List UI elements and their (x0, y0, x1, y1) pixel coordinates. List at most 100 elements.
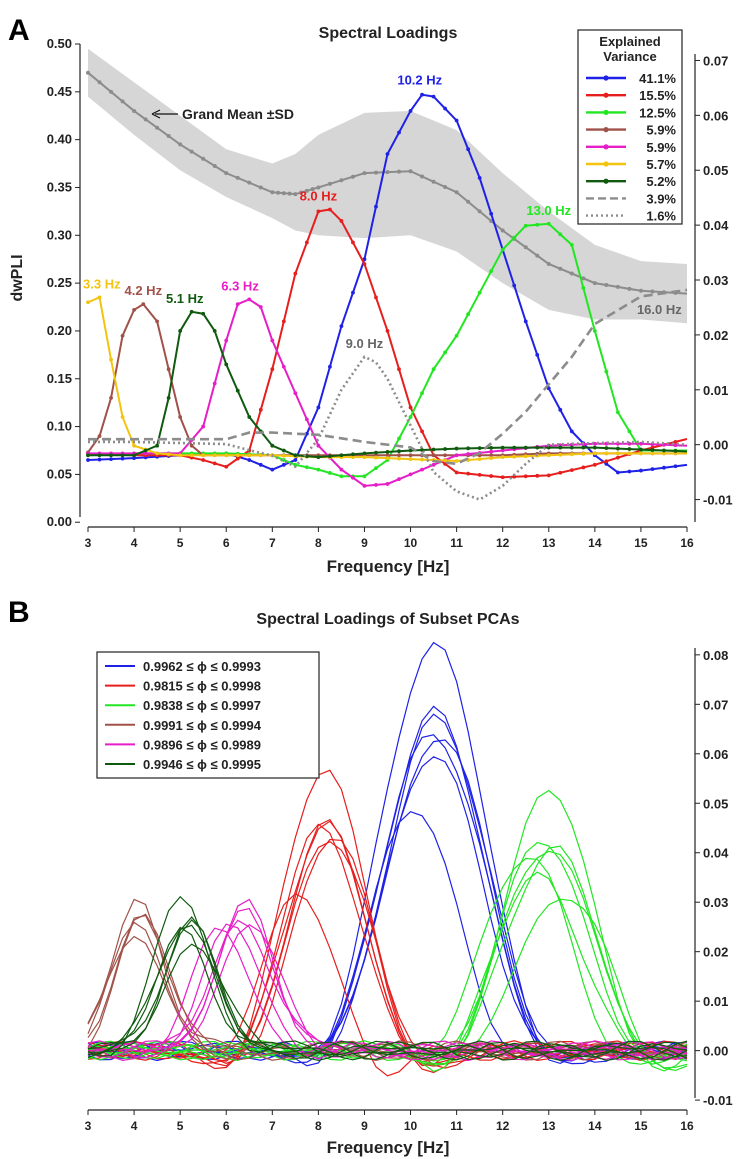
series-6-marker (86, 453, 90, 458)
y2-tick-label: 0.04 (703, 218, 729, 233)
y-tick-label: 0.15 (47, 371, 72, 386)
grand-mean-marker (327, 181, 332, 186)
series-2-marker (443, 350, 447, 355)
y-tick-label: 0.20 (47, 323, 72, 338)
series-4-marker (316, 443, 321, 448)
series-4-marker (420, 467, 424, 472)
grand-mean-marker (270, 190, 275, 195)
legend-label: 3.9% (646, 191, 676, 206)
panel-a-title: Spectral Loadings (319, 25, 458, 42)
series-2-marker (362, 474, 367, 479)
series-3-marker (489, 453, 494, 458)
series-0-marker (535, 352, 540, 357)
y2-tick-label: 0.06 (703, 108, 728, 123)
grand-mean-marker (362, 171, 367, 176)
series-5-marker (639, 451, 643, 456)
series-5-marker (362, 455, 367, 460)
legend-label: 5.7% (646, 157, 676, 172)
series-6-marker (132, 453, 136, 458)
series-2-marker (466, 312, 471, 317)
series-4-marker (362, 483, 367, 488)
series-8-line (88, 355, 688, 501)
series-4-marker (212, 381, 217, 386)
series-6-marker (650, 448, 655, 452)
series-6-marker (431, 447, 436, 452)
grand-mean-marker (212, 163, 217, 168)
series-2-marker (374, 466, 378, 471)
grand-mean-marker (569, 271, 574, 276)
series-6-marker (466, 446, 471, 451)
panel-b-legend (96, 651, 320, 779)
legend-label: 5.9% (646, 123, 676, 138)
panel-b-xlabel: Frequency [Hz] (327, 1138, 450, 1157)
series-5-marker (569, 452, 574, 457)
series-6-marker (155, 443, 160, 448)
series-4-marker (466, 452, 471, 456)
series-1-marker (523, 474, 528, 479)
series-1-marker (420, 429, 424, 434)
series-1-marker (604, 459, 609, 464)
legend-label: 12.5% (639, 105, 676, 120)
series-4-marker (385, 482, 390, 486)
series-2-marker (523, 223, 528, 228)
series-5-marker (650, 451, 655, 456)
series-6-marker (362, 451, 367, 456)
series-1-marker (592, 462, 597, 467)
grand-mean-marker (224, 171, 229, 176)
grand-mean-marker (201, 156, 206, 161)
series-1-marker (408, 405, 413, 410)
y2-tick-label: 0.02 (703, 945, 728, 960)
series-0-marker (650, 467, 655, 472)
series-2-marker (328, 471, 332, 475)
grand-mean-marker (454, 190, 459, 195)
grand-mean-marker (477, 209, 482, 214)
subset-line-5 (87, 895, 688, 1062)
series-0-marker (86, 458, 90, 462)
grand-mean-marker (627, 286, 632, 291)
grand-mean-marker (189, 149, 194, 154)
series-2-marker (615, 410, 620, 415)
series-6-marker (443, 447, 447, 451)
series-2-marker (581, 285, 586, 290)
series-0-marker (293, 458, 298, 462)
grand-mean-marker (581, 276, 586, 281)
series-1-marker (512, 474, 517, 479)
series-0-marker (420, 92, 424, 97)
series-2-marker (397, 436, 401, 441)
grand-mean-marker (592, 281, 597, 286)
series-6-marker (523, 445, 528, 450)
x-tick-label: 10 (404, 1119, 418, 1133)
series-6-marker (639, 447, 643, 452)
x-tick-label: 7 (269, 536, 276, 550)
x-tick-label: 15 (634, 536, 648, 550)
grand-mean-marker (281, 191, 286, 196)
series-6-marker (178, 329, 183, 333)
series-3-marker (178, 415, 183, 419)
grand-mean-arrowhead (151, 109, 161, 119)
series-5-marker (247, 453, 252, 458)
series-2-marker (512, 235, 517, 240)
subset-line-4 (88, 923, 688, 1060)
series-4-marker (247, 297, 252, 302)
legend-label: 0.9946 ≤ ϕ ≤ 0.9995 (143, 757, 261, 772)
series-4-marker (143, 451, 148, 456)
series-0-marker (97, 457, 102, 462)
grand-mean-marker (109, 89, 114, 94)
grand-mean-marker (310, 187, 315, 192)
x-tick-label: 11 (450, 1119, 463, 1133)
grand-mean-marker (299, 190, 304, 195)
y2-tick-label: 0.07 (703, 53, 728, 68)
series-1-marker (477, 472, 482, 477)
series-3-marker (155, 319, 160, 324)
legend-marker (603, 109, 609, 115)
y-tick-label: 0.10 (47, 419, 72, 434)
x-tick-label: 3 (85, 536, 92, 550)
series-6-marker (166, 395, 171, 400)
y-tick-label: 0.35 (47, 179, 72, 194)
series-6-marker (385, 450, 390, 454)
series-1-marker (397, 367, 401, 372)
series-2-marker (316, 467, 321, 472)
series-1-marker (374, 295, 378, 300)
legend-marker (603, 144, 609, 150)
